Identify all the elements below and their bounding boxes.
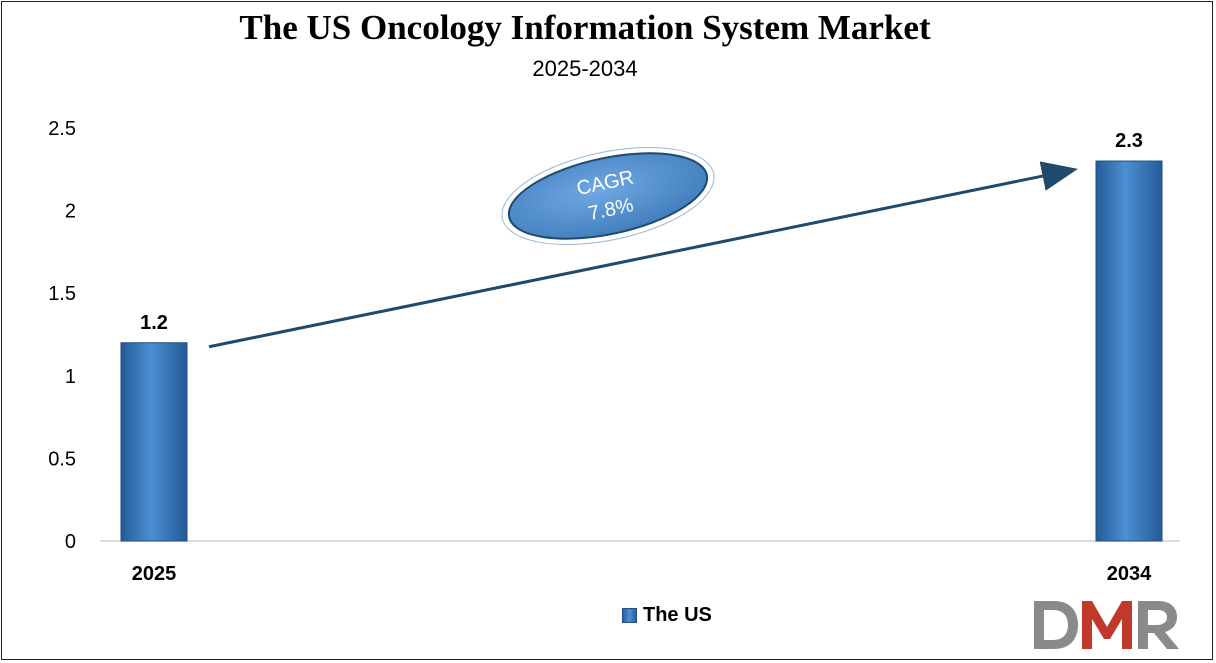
y-tick-label: 0.5 <box>48 448 76 470</box>
legend: The US <box>622 603 712 627</box>
data-label: 2.3 <box>1115 130 1143 152</box>
chart-title: The US Oncology Information System Marke… <box>239 8 931 47</box>
y-tick-label: 1 <box>65 366 76 388</box>
y-tick-label: 2.5 <box>48 118 76 140</box>
x-category-label: 2034 <box>1107 563 1152 585</box>
dmr-logo <box>1034 601 1179 649</box>
legend-swatch <box>622 607 637 623</box>
chart-subtitle: 2025-2034 <box>532 56 638 81</box>
y-tick-label: 2 <box>65 201 76 223</box>
x-category-label: 2025 <box>132 563 177 585</box>
cagr-badge-fill <box>507 152 709 240</box>
bar <box>1095 160 1163 542</box>
y-tick-label: 0 <box>65 531 76 553</box>
legend-label: The US <box>643 603 712 626</box>
y-tick-label: 1.5 <box>48 283 76 305</box>
bar <box>120 342 188 542</box>
growth-arrow <box>208 161 1078 349</box>
data-label: 1.2 <box>140 312 168 334</box>
